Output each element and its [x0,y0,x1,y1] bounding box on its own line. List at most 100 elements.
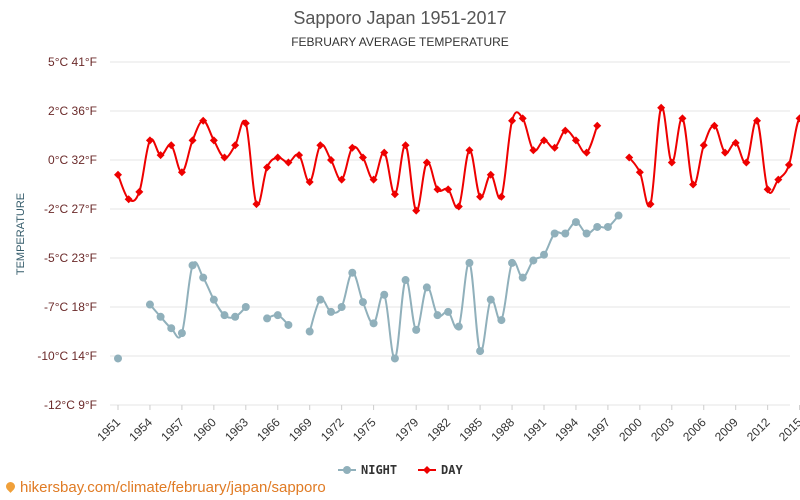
data-point [114,170,122,179]
data-point [199,116,208,125]
y-tick-label: 5°C 41°F [48,55,97,69]
series-day [114,103,800,215]
data-point [167,324,176,333]
chart-title: Sapporo Japan 1951-2017 [293,8,506,28]
x-tick-label: 1982 [424,415,453,444]
data-point [177,168,186,177]
data-point [433,185,442,194]
location-pin-icon [4,480,17,493]
x-tick-label: 2006 [680,415,709,444]
data-point [220,153,229,162]
data-point [603,222,612,231]
data-point [316,295,325,304]
series-line-day [117,111,599,212]
y-tick-label: -2°C 27°F [44,202,97,216]
data-point [412,325,421,334]
data-point [710,121,719,130]
data-point [753,116,761,125]
data-point [177,329,186,338]
data-point [220,311,229,320]
data-point [422,283,431,292]
data-point [327,307,335,316]
legend-label: DAY [441,463,463,477]
grid [110,61,790,406]
source-url[interactable]: hikersbay.com/climate/february/japan/sap… [20,479,326,496]
data-point [444,307,453,316]
data-point [497,316,506,325]
data-point [497,192,506,201]
data-point [305,327,314,336]
data-point [689,180,698,189]
data-point [465,146,474,155]
x-tick-label: 1957 [158,415,187,444]
data-point [731,138,740,147]
data-point [540,250,548,259]
data-point [284,320,293,329]
x-tick-label: 1985 [456,415,485,444]
data-point [252,200,261,209]
legend-marker [423,466,431,474]
data-point [337,303,346,311]
data-point [167,141,176,150]
data-point [156,312,165,321]
x-tick-label: 2009 [712,415,741,444]
data-point [263,314,272,323]
data-point [188,136,197,145]
x-tick-label: 1951 [94,415,123,444]
data-point [784,160,793,169]
data-point [508,258,517,267]
data-point [625,153,634,162]
data-point [124,195,133,204]
data-point [486,295,495,304]
legend-marker [343,466,351,474]
data-point [369,319,378,328]
data-point [550,143,559,152]
data-point [646,200,655,209]
data-point [380,290,389,299]
legend-item-day[interactable]: DAY [418,463,463,477]
legend[interactable]: NIGHT DAY [338,463,463,477]
data-point [241,303,250,311]
data-point [774,175,783,184]
data-point [273,311,282,320]
source-footer[interactable]: hikersbay.com/climate/february/japan/sap… [4,479,326,496]
x-tick-label: 1975 [350,415,379,444]
data-point [114,354,122,363]
data-point [795,114,800,123]
data-point [209,295,218,304]
chart-subtitle: FEBRUARY AVERAGE TEMPERATURE [291,35,509,49]
x-tick-label: 1969 [286,415,315,444]
data-point [529,146,538,155]
data-point [358,298,367,307]
y-tick-label: -7°C 18°F [44,300,97,314]
y-axis-label: TEMPERATURE [15,193,27,275]
data-point [444,185,453,194]
data-point [529,256,538,265]
data-point [433,311,442,320]
series-night [114,211,623,363]
data-point [582,229,591,238]
data-point [231,141,240,150]
data-point [635,168,644,177]
x-tick-label: 1994 [552,415,581,444]
series-line-night [308,214,620,360]
data-point [348,268,357,277]
data-point [678,114,687,123]
y-tick-label: 2°C 36°F [48,104,97,118]
y-tick-label: 0°C 32°F [48,153,97,167]
x-tick-label: 1960 [190,415,219,444]
data-point [699,141,708,150]
data-point [145,136,154,145]
data-point [358,153,367,162]
x-tick-label: 2003 [648,415,677,444]
data-point [561,126,570,135]
x-tick-label: 2000 [616,415,645,444]
data-point [199,273,208,282]
legend-item-night[interactable]: NIGHT [338,463,397,477]
x-tick-label: 2012 [744,415,773,444]
data-point [422,158,431,167]
data-point [209,136,218,145]
data-point [156,151,165,160]
data-point [540,136,548,145]
